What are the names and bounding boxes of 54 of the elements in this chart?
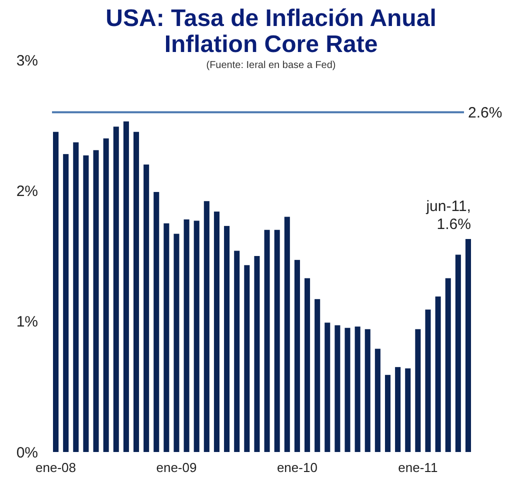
bar — [133, 132, 140, 452]
ref-line-label: 2.6% — [468, 104, 502, 122]
chart-subtitle: (Fuente: Ieral en base a Fed) — [206, 60, 336, 71]
x-tick-label: ene-08 — [36, 460, 76, 475]
bar — [264, 230, 270, 452]
bar — [254, 256, 260, 452]
chart-title: USA: Tasa de Inflación Anual Inflation Core Rate — [106, 5, 436, 58]
bar — [184, 219, 190, 452]
x-tick-label: ene-10 — [276, 460, 318, 475]
bar — [384, 374, 391, 452]
bar — [284, 216, 290, 452]
bar — [435, 296, 441, 452]
bar — [244, 265, 250, 452]
bar — [445, 278, 451, 452]
bar — [304, 278, 310, 452]
bar — [204, 201, 210, 452]
annotation: jun-11, 1.6% — [425, 198, 471, 234]
bar — [144, 164, 150, 452]
y-tick-label: 1% — [16, 314, 38, 331]
y-tick-label: 2% — [16, 182, 38, 200]
bar — [334, 325, 340, 452]
bar — [194, 220, 200, 452]
bar — [83, 155, 89, 452]
bar — [294, 260, 300, 452]
x-tick-label: ene-11 — [398, 460, 438, 475]
bar — [73, 142, 79, 452]
bar — [344, 328, 350, 452]
bar — [224, 226, 230, 452]
bar — [415, 329, 421, 452]
bar — [154, 192, 160, 452]
bar — [103, 138, 109, 452]
bar — [465, 239, 471, 452]
bar — [425, 310, 431, 452]
bar — [174, 234, 180, 452]
bar — [113, 126, 119, 452]
bar — [324, 322, 330, 452]
y-tick-label: 3% — [16, 52, 38, 70]
bar — [93, 150, 99, 452]
bar — [354, 326, 360, 452]
bar — [314, 299, 320, 452]
bar — [374, 348, 380, 452]
x-tick-label: ene-09 — [156, 460, 197, 475]
bar — [395, 367, 401, 452]
bar — [455, 254, 461, 452]
bar — [164, 223, 170, 452]
bar — [53, 132, 59, 452]
bar — [405, 368, 411, 452]
y-tick-label: 0% — [16, 444, 38, 462]
bar — [234, 250, 240, 452]
bar — [63, 154, 69, 452]
bar — [364, 329, 370, 452]
bar — [214, 212, 220, 452]
bar — [123, 121, 129, 452]
bar — [274, 230, 280, 452]
